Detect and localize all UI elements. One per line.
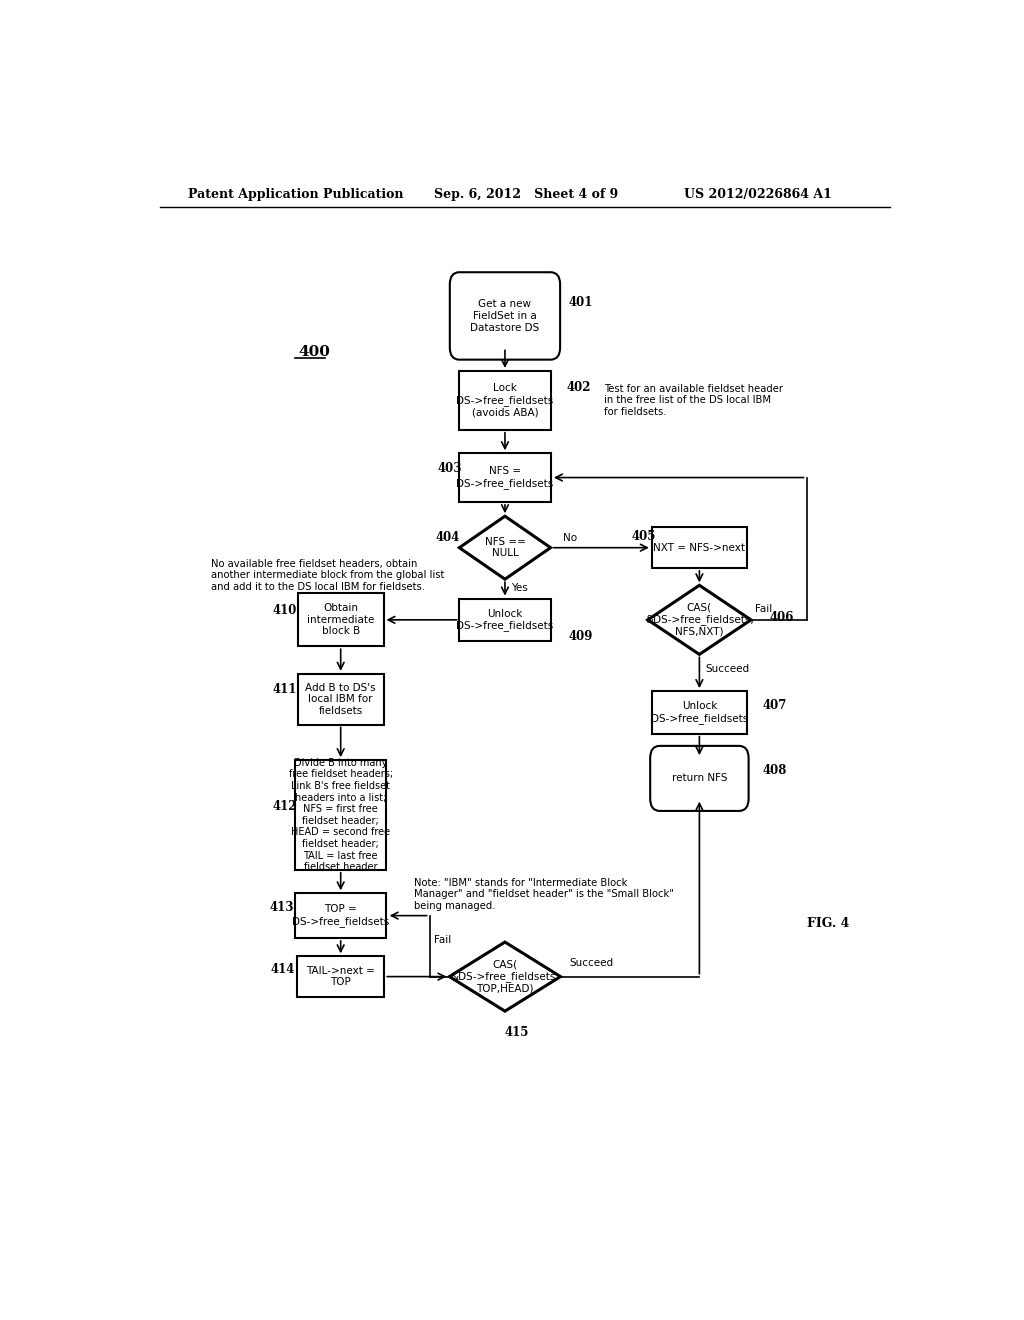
Text: 411: 411	[272, 684, 297, 697]
Text: Add B to DS's
local IBM for
fieldsets: Add B to DS's local IBM for fieldsets	[305, 682, 376, 715]
Text: NXT = NFS->next: NXT = NFS->next	[653, 543, 745, 553]
Text: Succeed: Succeed	[569, 958, 613, 969]
Text: Note: "IBM" stands for "Intermediate Block
Manager" and "fieldset header" is the: Note: "IBM" stands for "Intermediate Blo…	[414, 878, 674, 911]
FancyBboxPatch shape	[298, 594, 384, 647]
Text: return NFS: return NFS	[672, 774, 727, 783]
FancyBboxPatch shape	[460, 598, 551, 642]
Text: 414: 414	[270, 964, 295, 975]
FancyBboxPatch shape	[297, 956, 384, 997]
Text: 407: 407	[763, 698, 787, 711]
Text: CAS(
&DS->free_fieldsets,
NFS,NXT): CAS( &DS->free_fieldsets, NFS,NXT)	[645, 603, 754, 636]
Text: Unlock
DS->free_fieldsets: Unlock DS->free_fieldsets	[651, 701, 748, 723]
Text: TOP =
DS->free_fieldsets: TOP = DS->free_fieldsets	[292, 904, 389, 927]
Text: Fail: Fail	[433, 935, 451, 945]
Text: Fail: Fail	[755, 603, 772, 614]
Text: 409: 409	[568, 630, 593, 643]
Text: No: No	[563, 532, 577, 543]
Text: 404: 404	[436, 531, 461, 544]
FancyBboxPatch shape	[651, 690, 746, 734]
Text: 413: 413	[269, 902, 294, 913]
Text: NFS =
DS->free_fieldsets: NFS = DS->free_fieldsets	[457, 466, 554, 488]
Text: US 2012/0226864 A1: US 2012/0226864 A1	[684, 189, 831, 202]
Text: Patent Application Publication: Patent Application Publication	[187, 189, 403, 202]
Polygon shape	[450, 942, 560, 1011]
Text: 401: 401	[568, 296, 593, 309]
FancyBboxPatch shape	[651, 528, 746, 568]
Text: FIG. 4: FIG. 4	[807, 917, 850, 931]
Text: TAIL->next =
TOP: TAIL->next = TOP	[306, 966, 375, 987]
Text: Obtain
intermediate
block B: Obtain intermediate block B	[307, 603, 375, 636]
Text: 415: 415	[505, 1026, 529, 1039]
Text: 403: 403	[437, 462, 462, 475]
Text: NFS ==
NULL: NFS == NULL	[484, 537, 525, 558]
FancyBboxPatch shape	[460, 453, 551, 502]
Text: Get a new
FieldSet in a
Datastore DS: Get a new FieldSet in a Datastore DS	[470, 300, 540, 333]
Text: Test for an available fieldset header
in the free list of the DS local IBM
for f: Test for an available fieldset header in…	[604, 384, 783, 417]
FancyBboxPatch shape	[295, 760, 386, 870]
Text: Succeed: Succeed	[706, 664, 750, 673]
Text: No available free fieldset headers, obtain
another intermediate block from the g: No available free fieldset headers, obta…	[211, 558, 444, 591]
Text: CAS(
&DS->free_fieldsets,
TOP,HEAD): CAS( &DS->free_fieldsets, TOP,HEAD)	[451, 960, 559, 994]
Text: 406: 406	[769, 611, 794, 624]
Polygon shape	[648, 585, 751, 655]
Text: Lock
DS->free_fieldsets
(avoids ABA): Lock DS->free_fieldsets (avoids ABA)	[457, 383, 554, 417]
Text: Yes: Yes	[511, 583, 528, 594]
FancyBboxPatch shape	[650, 746, 749, 810]
FancyBboxPatch shape	[450, 272, 560, 359]
FancyBboxPatch shape	[460, 371, 551, 430]
Text: 408: 408	[763, 764, 787, 776]
Text: 412: 412	[272, 800, 297, 813]
Text: 402: 402	[567, 380, 592, 393]
Text: 400: 400	[299, 345, 331, 359]
Text: Unlock
DS->free_fieldsets: Unlock DS->free_fieldsets	[457, 609, 554, 631]
FancyBboxPatch shape	[298, 673, 384, 725]
Text: 405: 405	[632, 531, 656, 543]
FancyBboxPatch shape	[295, 894, 386, 939]
Text: Sep. 6, 2012   Sheet 4 of 9: Sep. 6, 2012 Sheet 4 of 9	[433, 189, 617, 202]
Polygon shape	[460, 516, 551, 579]
Text: Divide B into many
free fieldset headers;
Link B's free fieldset
headers into a : Divide B into many free fieldset headers…	[289, 758, 393, 873]
Text: 410: 410	[272, 605, 297, 618]
